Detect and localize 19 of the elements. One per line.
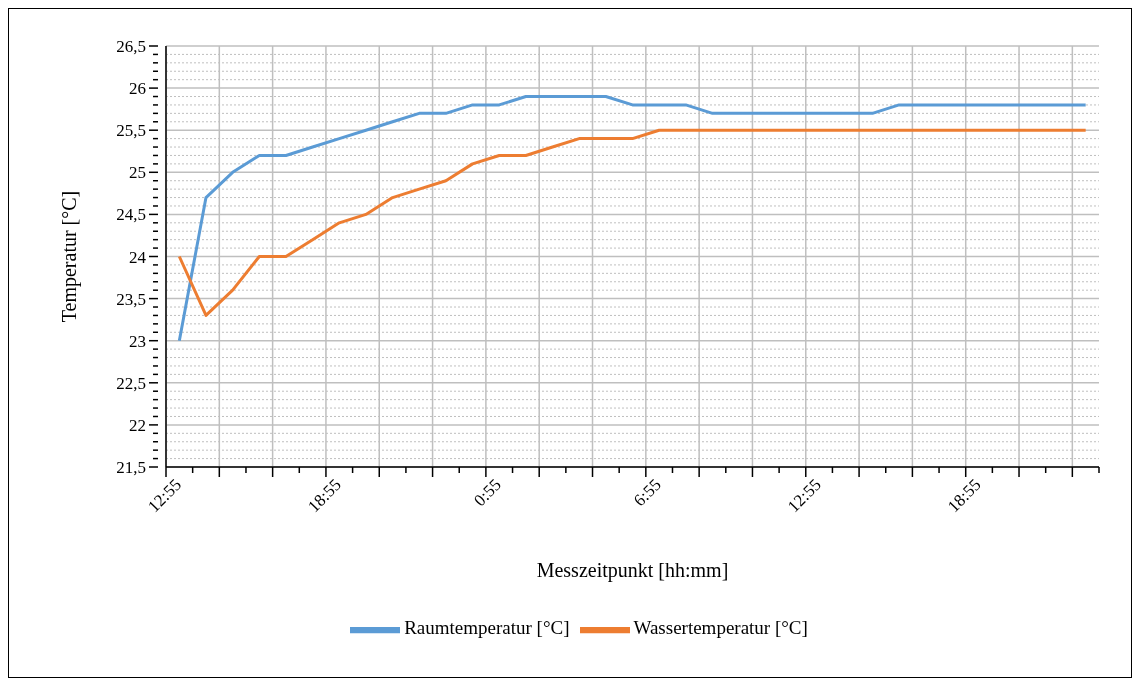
x-tick-label: 0:55 bbox=[470, 475, 505, 511]
y-tick-label: 24,5 bbox=[116, 205, 146, 225]
x-axis-title: Messzeitpunkt [hh:mm] bbox=[536, 559, 729, 582]
y-tick-label: 22 bbox=[129, 415, 146, 435]
y-tick-label: 23 bbox=[129, 331, 146, 351]
y-tick-label: 23,5 bbox=[116, 289, 146, 309]
legend-label: Wassertemperatur [°C] bbox=[633, 617, 808, 639]
y-tick-label: 21,5 bbox=[116, 458, 146, 477]
y-tick-label: 24 bbox=[129, 247, 147, 267]
y-tick-label: 26,5 bbox=[116, 37, 146, 56]
y-tick-label: 25 bbox=[129, 163, 146, 183]
y-tick-label: 22,5 bbox=[116, 373, 146, 393]
line-series bbox=[177, 95, 1088, 343]
x-tick-label: 6:55 bbox=[630, 475, 665, 511]
legend-label: Raumtemperatur [°C] bbox=[404, 617, 570, 639]
line-series bbox=[177, 128, 1088, 317]
y-tick-label: 25,5 bbox=[116, 121, 146, 141]
y-axis-title: Temperatur [°C] bbox=[58, 190, 82, 323]
y-tick-label: 26 bbox=[129, 79, 146, 99]
